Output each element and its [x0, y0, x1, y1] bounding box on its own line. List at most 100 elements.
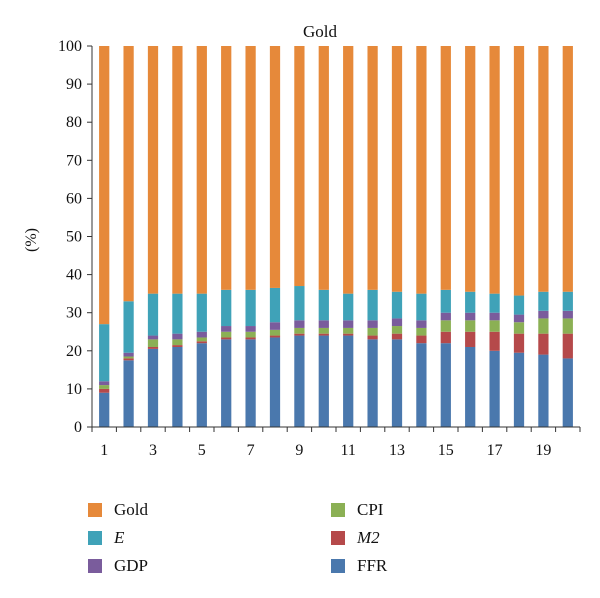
legend-item-ffr: FFR: [331, 556, 387, 576]
bar-segment-cpi-20: [562, 318, 573, 334]
bar-segment-m2-8: [269, 335, 281, 338]
bar-segment-m2-7: [245, 337, 256, 340]
bar-segment-ffr-5: [196, 343, 207, 427]
bar-segment-cpi-1: [99, 385, 110, 389]
legend-label: CPI: [357, 500, 384, 519]
x-tick-label: 3: [149, 442, 157, 459]
bar-segment-ffr-12: [367, 339, 378, 427]
bar-segment-ffr-11: [343, 335, 354, 427]
bar-segment-cpi-11: [343, 327, 354, 334]
bar-segment-e-18: [513, 295, 525, 315]
legend-label: FFR: [357, 556, 388, 575]
bar-segment-cpi-3: [147, 339, 159, 347]
bar-segment-gold-17: [489, 46, 500, 294]
bar-segment-gold-10: [318, 46, 329, 290]
bar-segment-gold-1: [99, 46, 110, 325]
bar-segment-gdp-17: [489, 312, 500, 321]
x-tick-label: 7: [247, 442, 255, 459]
legend-swatch: [331, 559, 345, 573]
bar-segment-e-5: [196, 293, 207, 332]
y-tick-label: 50: [66, 229, 82, 246]
bar-segment-gold-4: [172, 46, 183, 294]
bar-segment-ffr-17: [489, 350, 500, 427]
bar-segment-cpi-16: [465, 320, 476, 332]
bar-segment-gold-20: [562, 46, 573, 292]
y-axis-ticks: 0 10 20 30 40 50 60 70 80 90 100: [58, 38, 92, 436]
bar-segment-cpi-2: [123, 356, 134, 359]
y-tick-label: 30: [66, 305, 82, 322]
bar-segment-cpi-4: [172, 339, 183, 346]
bar-segment-gdp-16: [465, 312, 476, 321]
bar-segment-ffr-4: [172, 346, 183, 427]
bar-segment-cpi-12: [367, 327, 378, 336]
bar-segment-gold-14: [416, 46, 427, 294]
y-tick-label: 80: [66, 114, 82, 131]
bar-segment-cpi-7: [245, 331, 256, 338]
x-tick-label: 5: [198, 442, 206, 459]
bar-segment-m2-4: [172, 345, 183, 347]
bar-segment-ffr-18: [513, 352, 525, 427]
bar-segment-ffr-6: [221, 339, 232, 427]
bar-segment-e-8: [269, 287, 281, 323]
x-tick-label: 1: [100, 442, 108, 459]
legend-swatch: [88, 503, 102, 517]
legend-swatch: [331, 531, 345, 545]
bar-segment-cpi-9: [294, 327, 305, 334]
bar-segment-cpi-8: [269, 329, 281, 336]
bar-segment-ffr-15: [440, 343, 451, 427]
bar-segment-m2-15: [440, 331, 451, 344]
bar-segment-gold-19: [538, 46, 549, 292]
bar-segment-gold-12: [367, 46, 378, 290]
bar-segment-e-3: [147, 293, 159, 336]
bar-segment-cpi-14: [416, 327, 427, 336]
bar-segment-e-10: [318, 289, 329, 321]
bar-segment-m2-6: [221, 337, 232, 340]
bar-segment-gdp-19: [538, 310, 549, 319]
bar-segment-gdp-1: [99, 381, 110, 386]
bar-segment-cpi-6: [221, 331, 232, 338]
bar-segment-gold-3: [147, 46, 159, 294]
bar-segment-gold-13: [391, 46, 403, 292]
bar-segment-gold-8: [269, 46, 281, 288]
y-tick-label: 60: [66, 190, 82, 207]
bar-segment-gdp-11: [343, 320, 354, 328]
chart-legend: Gold E GDP CPI M2 FFR: [88, 494, 558, 590]
bar-segment-ffr-14: [416, 343, 427, 427]
legend-swatch: [88, 531, 102, 545]
bar-segment-gold-18: [513, 46, 525, 296]
bar-segment-e-17: [489, 293, 500, 313]
bar-segment-gdp-5: [196, 331, 207, 338]
bar-segment-m2-13: [391, 333, 403, 340]
bar-segment-e-9: [294, 286, 305, 321]
bar-segment-m2-11: [343, 333, 354, 336]
legend-swatch: [331, 503, 345, 517]
y-tick-label: 0: [74, 419, 82, 436]
bar-segment-gdp-3: [147, 335, 159, 340]
bar-segment-gold-2: [123, 46, 134, 302]
x-tick-label: 17: [487, 442, 503, 459]
axes: [91, 46, 580, 428]
legend-label: Gold: [114, 500, 148, 519]
bar-segment-gdp-12: [367, 320, 378, 328]
bars-group: [99, 46, 573, 427]
bar-segment-m2-19: [538, 333, 549, 355]
y-tick-label: 90: [66, 76, 82, 93]
bar-segment-e-7: [245, 289, 256, 327]
bar-segment-gold-9: [294, 46, 305, 287]
bar-segment-m2-9: [294, 333, 305, 336]
legend-item-e: E: [88, 528, 124, 548]
legend-label: GDP: [114, 556, 149, 575]
bar-segment-ffr-13: [391, 339, 403, 427]
y-tick-label: 100: [58, 38, 82, 55]
bar-segment-cpi-18: [513, 322, 525, 334]
bar-segment-gdp-2: [123, 352, 134, 357]
legend-label: E: [114, 528, 125, 547]
bar-segment-m2-1: [99, 388, 110, 393]
legend-item-gdp: GDP: [88, 556, 148, 576]
bar-segment-m2-16: [465, 331, 476, 347]
bar-segment-ffr-16: [465, 346, 476, 427]
bar-segment-e-20: [562, 291, 573, 311]
bar-segment-gold-11: [343, 46, 354, 294]
legend-item-cpi: CPI: [331, 500, 383, 520]
